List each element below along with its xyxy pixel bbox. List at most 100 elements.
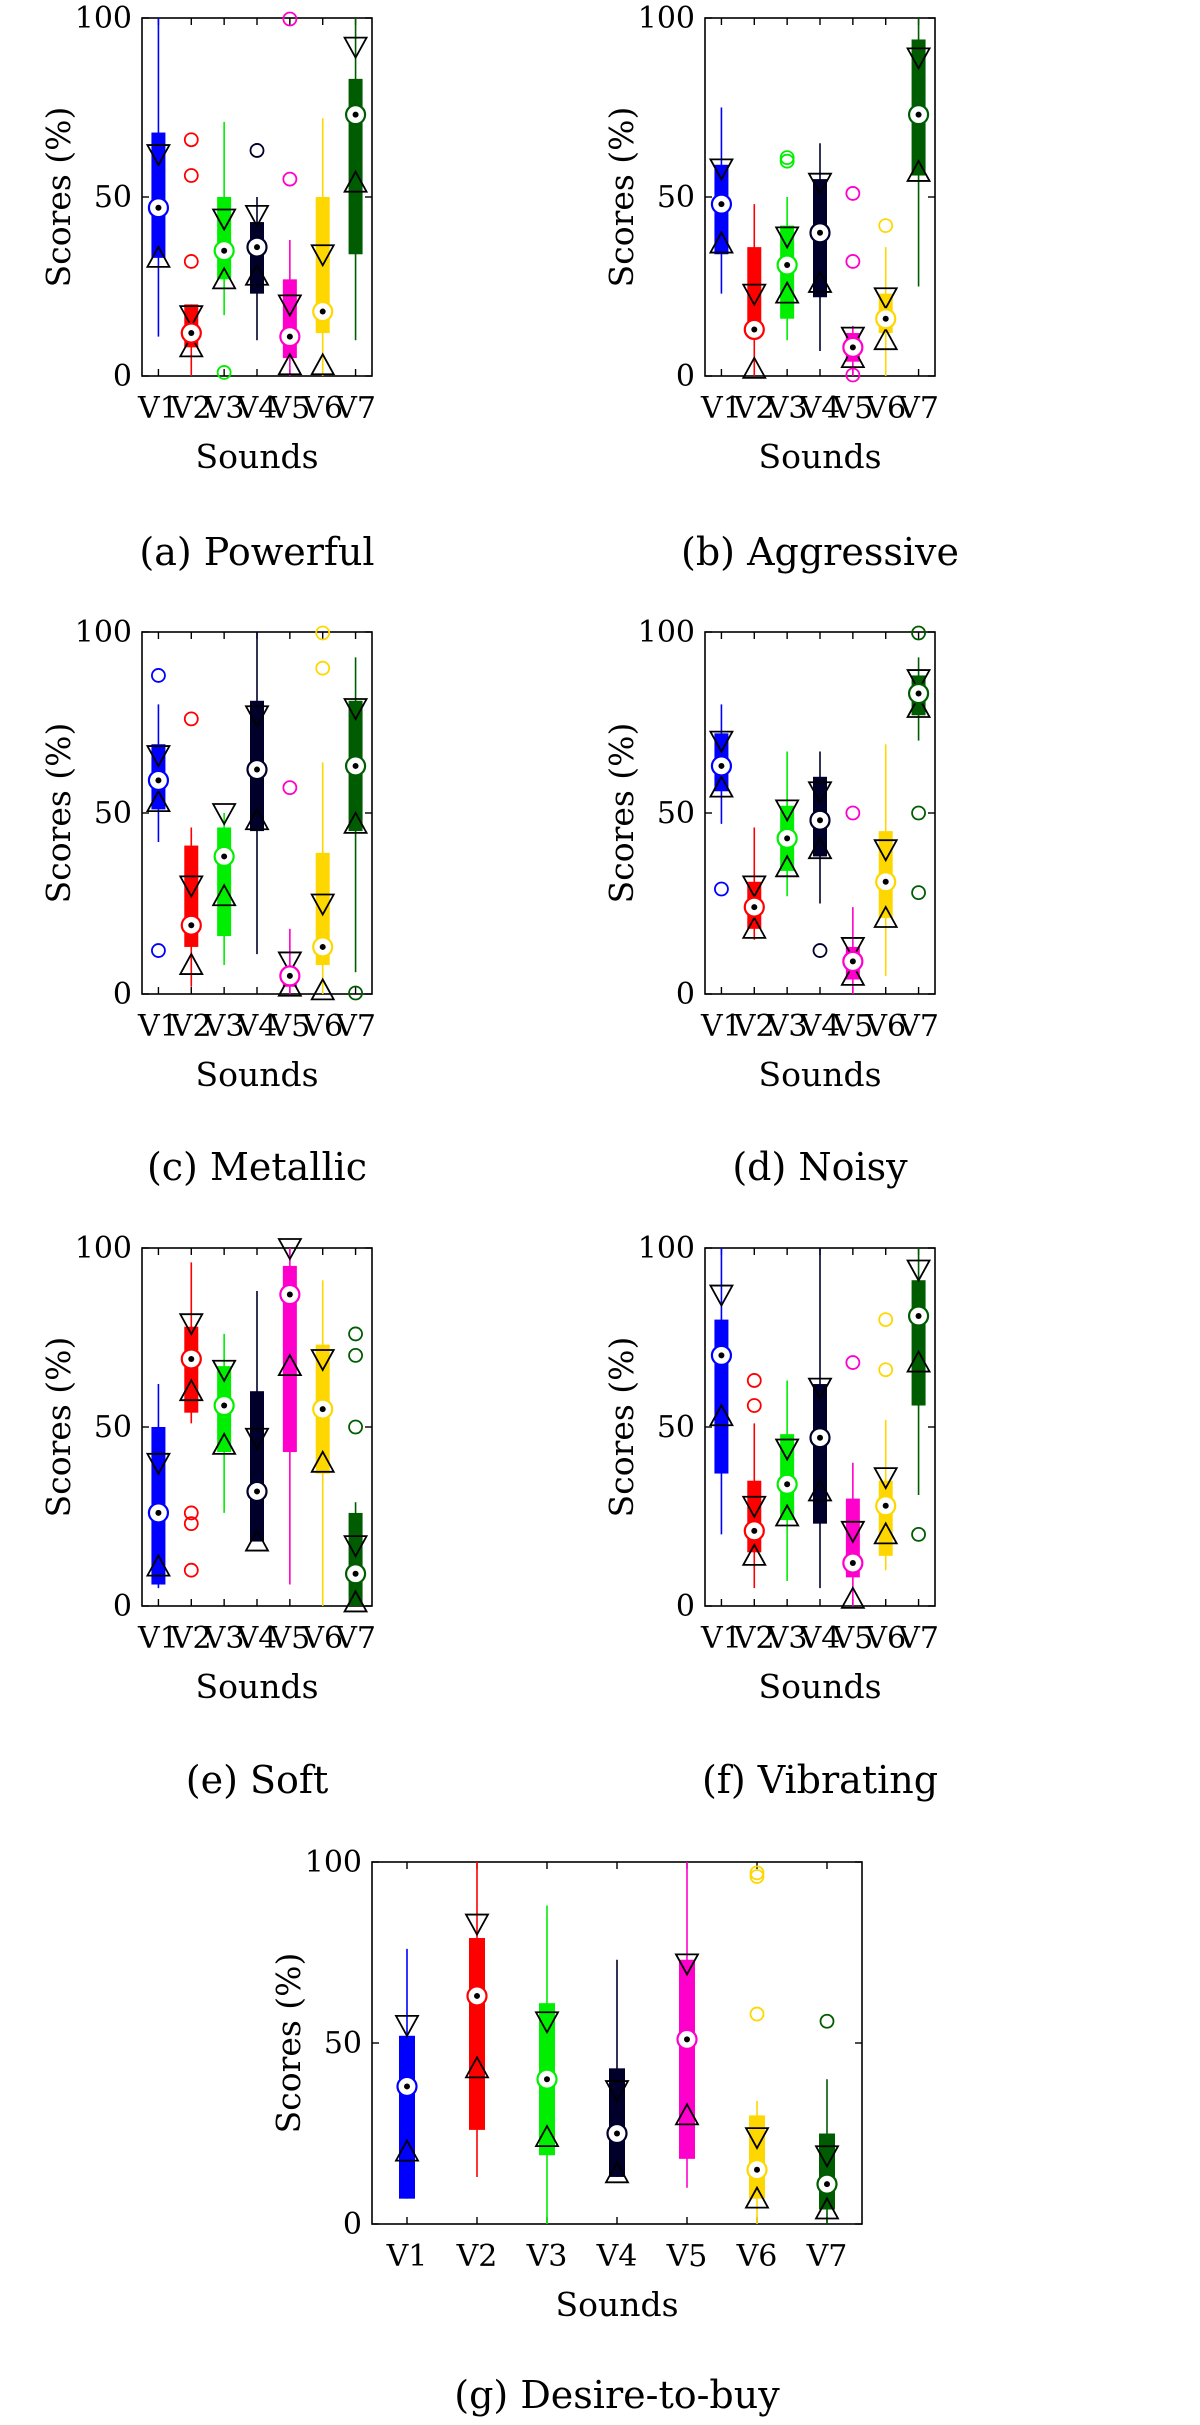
notch-low-marker <box>178 1378 204 1402</box>
outlier-point <box>878 1312 894 1327</box>
x-tick-label: V3 <box>203 391 245 426</box>
y-tick-label: 0 <box>113 1589 132 1624</box>
notch-high-marker <box>674 1953 700 1977</box>
box-V2: V2 <box>170 18 212 426</box>
notch-high-marker <box>394 2015 420 2038</box>
x-tick-label: V7 <box>897 1009 939 1044</box>
median-dot <box>718 762 725 769</box>
iqr-bar <box>184 1326 199 1413</box>
median-dot <box>882 315 889 322</box>
notch-low-marker <box>277 1353 303 1377</box>
y-axis-label: Scores (%) <box>602 723 641 904</box>
notch-high-marker <box>873 1467 899 1490</box>
notch-low-marker <box>211 266 237 290</box>
notch-low-marker <box>840 963 866 986</box>
outlier-point <box>282 780 298 796</box>
x-tick-label: V3 <box>766 1009 808 1044</box>
panel-caption: (d) Noisy <box>732 1145 908 1189</box>
median-dot <box>915 1313 922 1320</box>
notch-high-marker <box>145 745 171 768</box>
y-tick-label: 0 <box>343 2207 362 2242</box>
x-tick-label: V6 <box>864 1009 906 1044</box>
outlier-point <box>819 2013 835 2029</box>
y-tick-label: 50 <box>94 1410 132 1445</box>
notch-low-marker <box>534 2124 560 2148</box>
notch-low-marker <box>814 2196 840 2220</box>
median-dot <box>882 1502 889 1509</box>
median-dot <box>404 2083 410 2090</box>
box-V7: V7 <box>334 1248 376 1656</box>
y-tick-label: 50 <box>657 796 695 831</box>
median-dot <box>754 2166 760 2173</box>
box-V7: V7 <box>897 625 939 1044</box>
outlier-point <box>183 254 199 269</box>
notch-high-marker <box>840 937 866 960</box>
median-dot <box>784 835 791 842</box>
notch-high-marker <box>708 730 734 754</box>
x-tick-label: V7 <box>334 1009 376 1044</box>
median-dot <box>286 333 293 340</box>
median-dot <box>352 762 359 769</box>
notch-low-marker <box>464 2055 490 2079</box>
y-tick-label: 0 <box>676 977 695 1012</box>
median-dot <box>155 204 162 211</box>
notch-high-marker <box>774 226 800 250</box>
x-tick-label: V1 <box>700 1009 742 1044</box>
panel-caption: (a) Powerful <box>139 530 374 574</box>
notch-high-marker <box>277 951 303 975</box>
median-dot <box>817 817 823 824</box>
box-V6: V6 <box>736 1862 777 2274</box>
iqr-bar <box>217 827 232 937</box>
x-tick-label: V5 <box>268 1009 310 1044</box>
x-tick-label: V5 <box>831 1009 873 1044</box>
median-dot <box>352 111 359 118</box>
notch-high-marker <box>211 208 237 232</box>
x-tick-label: V4 <box>596 2239 638 2274</box>
x-tick-label: V5 <box>666 2239 708 2274</box>
box-V3: V3 <box>766 1248 808 1656</box>
y-tick-label: 50 <box>657 1410 695 1445</box>
x-tick-label: V6 <box>864 391 906 426</box>
median-dot <box>221 1402 228 1409</box>
box-V7: V7 <box>806 1862 847 2274</box>
notch-low-marker <box>674 2102 700 2126</box>
median-dot <box>155 777 162 784</box>
notch-high-marker <box>708 1284 734 1308</box>
notch-low-marker <box>774 280 800 304</box>
x-tick-label: V6 <box>301 1621 343 1656</box>
outlier-point <box>151 668 166 683</box>
notch-low-marker <box>807 270 833 293</box>
x-tick-label: V2 <box>170 1009 212 1044</box>
outlier-point <box>315 660 331 676</box>
box-V1: V1 <box>137 1248 179 1656</box>
y-tick-label: 0 <box>113 359 132 394</box>
iqr-bar <box>250 222 264 294</box>
outlier-point <box>911 885 926 901</box>
median-dot <box>718 201 725 208</box>
box-V5: V5 <box>268 1238 310 1656</box>
notch-high-marker <box>814 2145 840 2169</box>
y-tick-label: 100 <box>75 1231 132 1266</box>
iqr-bar <box>399 2035 415 2199</box>
y-tick-label: 100 <box>305 1845 362 1880</box>
y-tick-label: 100 <box>638 1 695 36</box>
y-tick-label: 100 <box>75 615 132 650</box>
panel-7: 0 50 100 V1 V2 V3 V4 V5 V6 V7 Sounds Scores (%) (g) … <box>269 1845 863 2417</box>
notch-low-marker <box>178 952 204 975</box>
iqr-bar <box>747 247 762 337</box>
median-dot <box>319 1406 326 1413</box>
outlier-point <box>183 132 199 148</box>
outlier-point <box>845 1355 861 1370</box>
box-V5: V5 <box>268 632 310 1044</box>
notch-low-marker <box>310 352 336 376</box>
x-tick-label: V7 <box>897 391 939 426</box>
notch-low-marker <box>343 810 369 834</box>
notch-low-marker <box>708 774 734 798</box>
median-dot <box>684 2036 690 2043</box>
notch-low-marker <box>873 905 899 928</box>
median-dot <box>614 2130 620 2137</box>
notch-high-marker <box>873 287 899 311</box>
box-V4: V4 <box>236 18 277 426</box>
